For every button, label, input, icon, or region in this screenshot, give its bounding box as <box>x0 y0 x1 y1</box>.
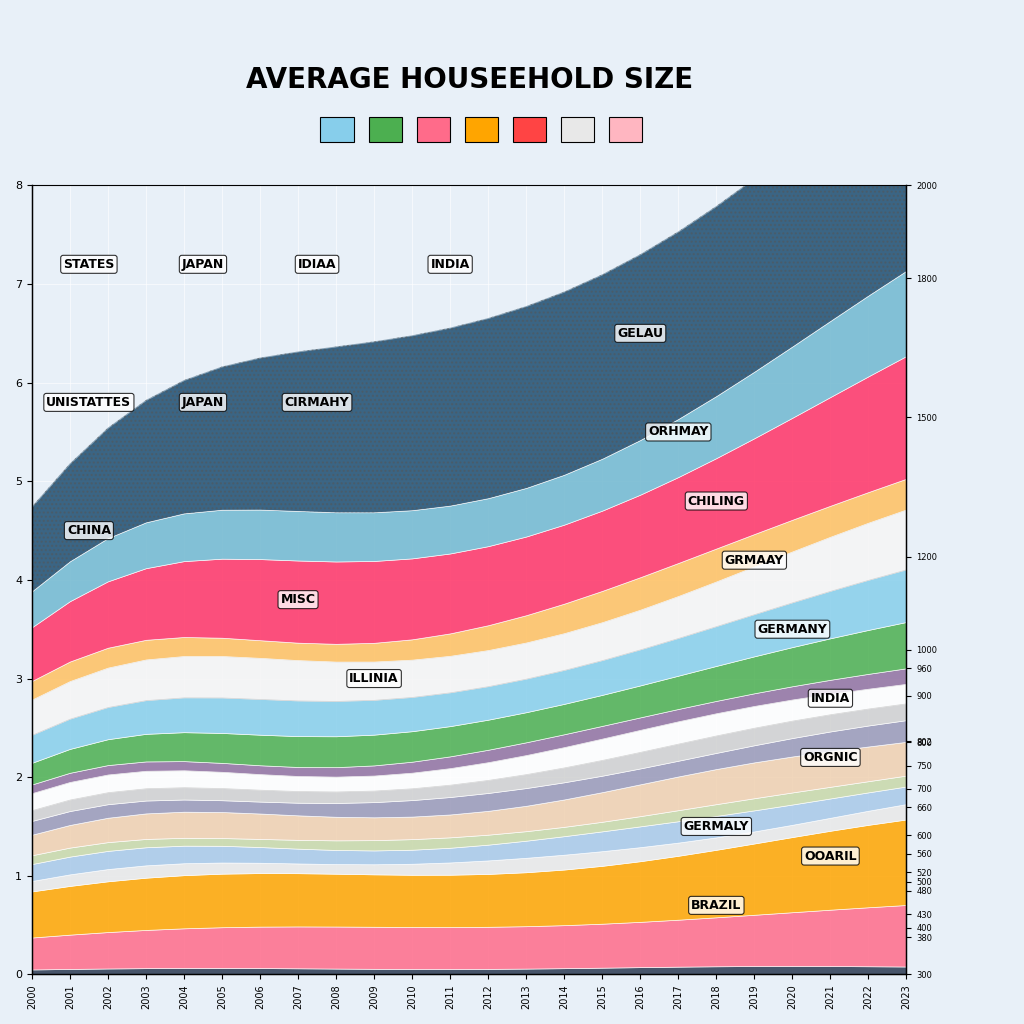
Text: ORGNIC: ORGNIC <box>803 751 858 764</box>
Text: STATES: STATES <box>63 258 115 270</box>
Title: AVERAGE HOUSEEHOLD SIZE: AVERAGE HOUSEEHOLD SIZE <box>246 67 692 94</box>
Text: CIRMAHY: CIRMAHY <box>285 396 349 409</box>
Text: IDIAA: IDIAA <box>298 258 336 270</box>
Text: MISC: MISC <box>281 593 315 606</box>
Text: JAPAN: JAPAN <box>182 258 224 270</box>
Text: INDIA: INDIA <box>811 692 850 705</box>
FancyBboxPatch shape <box>561 117 594 142</box>
Text: ILLINIA: ILLINIA <box>349 672 398 685</box>
FancyBboxPatch shape <box>321 117 353 142</box>
Text: GELAU: GELAU <box>617 327 664 340</box>
Text: BRAZIL: BRAZIL <box>691 899 741 911</box>
FancyBboxPatch shape <box>609 117 642 142</box>
Text: ORHMAY: ORHMAY <box>648 426 709 438</box>
Text: GRMAAY: GRMAAY <box>725 554 784 566</box>
Text: GERMANY: GERMANY <box>758 623 827 636</box>
Text: CHILING: CHILING <box>688 495 744 508</box>
Text: GERMALY: GERMALY <box>684 820 749 833</box>
FancyBboxPatch shape <box>513 117 546 142</box>
Text: INDIA: INDIA <box>430 258 470 270</box>
Text: CHINA: CHINA <box>67 524 111 538</box>
FancyBboxPatch shape <box>417 117 450 142</box>
Text: OOARIL: OOARIL <box>804 850 857 862</box>
Text: UNISTATTES: UNISTATTES <box>46 396 131 409</box>
Text: JAPAN: JAPAN <box>182 396 224 409</box>
FancyBboxPatch shape <box>465 117 498 142</box>
FancyBboxPatch shape <box>369 117 401 142</box>
